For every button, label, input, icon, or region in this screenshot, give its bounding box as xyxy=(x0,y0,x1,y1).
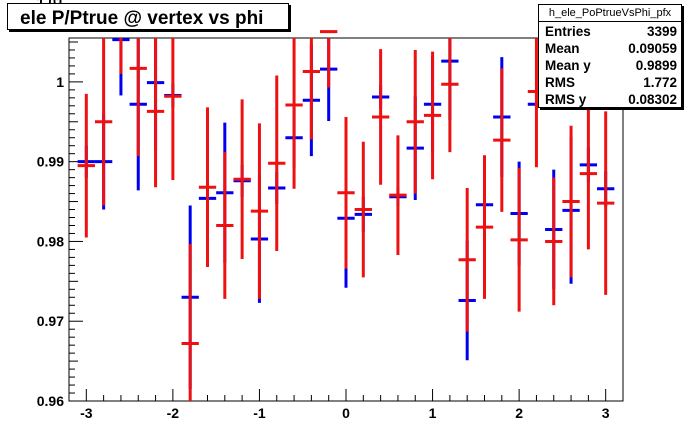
stats-row-rms-y: RMS y 0.08302 xyxy=(545,91,677,108)
stats-label: Mean y xyxy=(545,58,591,73)
x-tick-label: -2 xyxy=(167,405,180,421)
stats-value: 0.08302 xyxy=(628,92,677,107)
stats-row-rms: RMS 1.772 xyxy=(545,74,677,91)
x-tick-label: 1 xyxy=(429,405,437,421)
y-tick-label: 0.99 xyxy=(37,154,64,170)
stats-value: 0.9899 xyxy=(635,58,677,73)
chart-title: ele P/Ptrue @ vertex vs phi xyxy=(20,8,264,29)
x-tick-label: -3 xyxy=(80,405,93,421)
stats-label: RMS y xyxy=(545,92,587,107)
x-tick-label: 3 xyxy=(602,405,610,421)
y-tick-label: 0.96 xyxy=(37,393,64,409)
stats-label: RMS xyxy=(545,75,575,90)
stats-label: Mean xyxy=(545,41,580,56)
title-box: ele P/Ptrue @ vertex vs phi xyxy=(7,3,289,30)
x-tick-label: -1 xyxy=(253,405,266,421)
stats-label: Entries xyxy=(545,24,591,39)
stats-value: 3399 xyxy=(646,24,677,39)
x-tick-label: 0 xyxy=(342,405,350,421)
stats-row-mean: Mean 0.09059 xyxy=(545,40,677,57)
y-tick-label: 0.98 xyxy=(37,233,64,249)
stats-value: 0.09059 xyxy=(628,41,677,56)
y-tick-label: 0.97 xyxy=(37,313,64,329)
stats-value: 1.772 xyxy=(643,75,677,90)
stats-box: h_ele_PoPtrueVsPhi_pfx Entries 3399 Mean… xyxy=(538,4,682,108)
stats-row-entries: Entries 3399 xyxy=(545,23,677,40)
y-tick-label: 1 xyxy=(56,74,64,90)
x-tick-label: 2 xyxy=(515,405,523,421)
stats-histogram-name: h_ele_PoPtrueVsPhi_pfx xyxy=(539,5,681,22)
stats-row-mean-y: Mean y 0.9899 xyxy=(545,57,677,74)
